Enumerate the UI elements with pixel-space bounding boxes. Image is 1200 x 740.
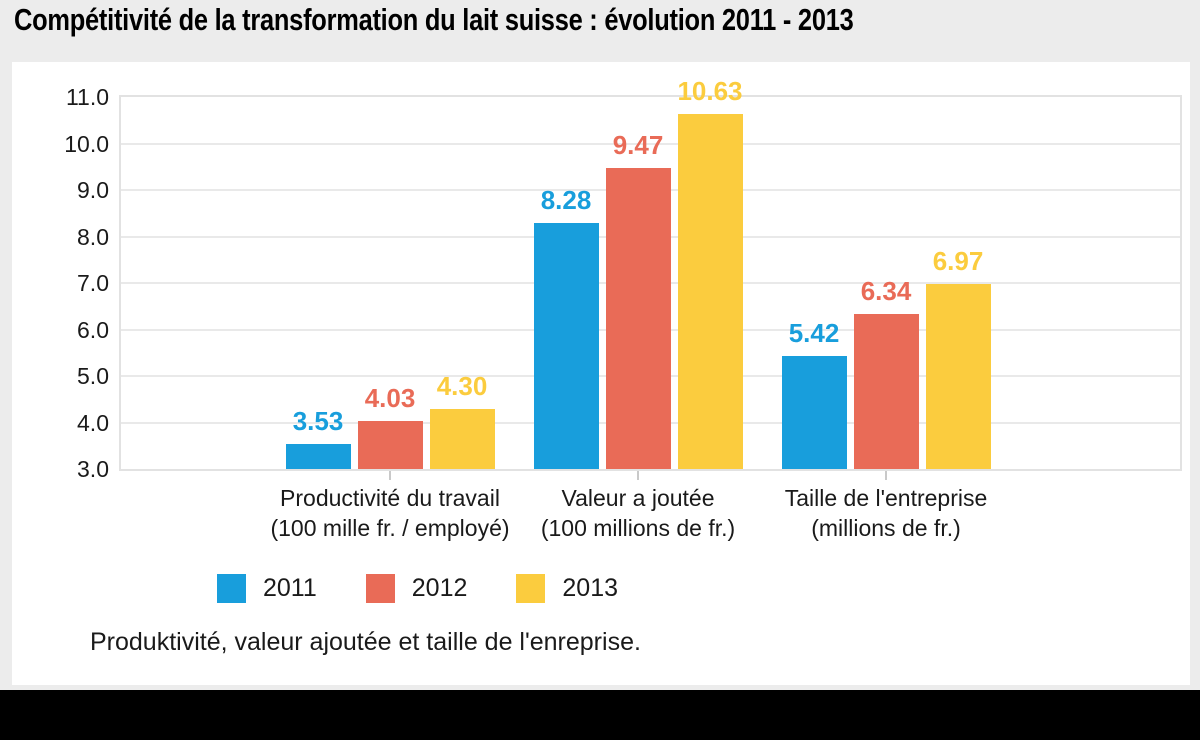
bar-2011-group2	[533, 223, 599, 469]
x-axis-tick	[389, 471, 391, 480]
bar-value-label: 3.53	[292, 406, 344, 437]
chart-panel: 3.53 8.28 5.42 4.03 9.47 6.34 4.30 10.63 6.97 11…	[12, 62, 1190, 685]
bar-value-label: 8.28	[540, 185, 592, 216]
category-label-line2: (100 millions de fr.)	[540, 515, 736, 541]
category-label-line1: Valeur a joutée	[561, 485, 715, 511]
y-axis-tick-label: 6.0	[77, 316, 109, 343]
bar-value-label: 9.47	[612, 130, 664, 161]
legend-label: 2011	[263, 574, 317, 602]
y-axis-tick-label: 10.0	[64, 130, 109, 157]
category-label: Valeur a joutée (100 millions de fr.)	[468, 483, 808, 543]
bar-2012-group2	[605, 168, 671, 469]
x-axis-tick	[885, 471, 887, 480]
page-background: Compétitivité de la transformation du la…	[0, 0, 1200, 690]
gridline	[121, 142, 1180, 145]
bar-2013-group3	[925, 284, 991, 469]
bar-2012-group1	[357, 421, 423, 469]
bar-value-label: 4.30	[436, 370, 488, 401]
legend-label: 2013	[562, 574, 619, 602]
bar-2011-group1	[285, 444, 351, 469]
bar-value-label: 10.63	[677, 76, 743, 107]
footer-bar	[0, 690, 1200, 740]
bar-value-label: 6.34	[860, 275, 912, 306]
category-label-line2: (millions de fr.)	[811, 515, 961, 541]
plot-area: 3.53 8.28 5.42 4.03 9.47 6.34 4.30 10.63 6.97	[119, 76, 1182, 471]
category-label: Productivité du travail (100 mille fr. / …	[220, 483, 560, 543]
category-label-line1: Productivité du travail	[280, 485, 500, 511]
bar-value-label: 5.42	[788, 318, 840, 349]
legend-item-2013: 2013	[516, 574, 618, 603]
category-label: Taille de l'entreprise (millions de fr.)	[716, 483, 1056, 543]
bar-2013-group2	[677, 114, 743, 469]
category-label-line2: (100 mille fr. / employé)	[270, 515, 510, 541]
y-axis-tick-label: 4.0	[77, 409, 109, 436]
legend-label: 2012	[411, 574, 468, 602]
y-axis-tick-label: 3.0	[77, 456, 109, 482]
chart-caption: Produktivité, valeur ajoutée et taille d…	[90, 628, 641, 656]
legend-swatch-2011	[217, 574, 246, 603]
legend-swatch-2013	[516, 574, 546, 603]
category-label-line1: Taille de l'entreprise	[784, 485, 988, 511]
legend-swatch-2012	[365, 574, 395, 603]
page-title: Compétitivité de la transformation du la…	[14, 2, 854, 37]
bar-value-label: 6.97	[932, 246, 984, 277]
y-axis-tick-label: 8.0	[77, 223, 109, 250]
legend-item-2012: 2012	[365, 574, 468, 603]
bar-2013-group1	[429, 408, 495, 469]
y-axis-tick-label: 9.0	[77, 177, 109, 203]
legend-item-2011: 2011	[217, 574, 317, 603]
legend: 2011 2012 2013	[217, 574, 667, 603]
y-axis-tick-label: 7.0	[77, 270, 109, 296]
bar-2012-group3	[853, 313, 919, 469]
y-axis-tick-label: 11.0	[65, 84, 109, 110]
y-axis-tick-label: 5.0	[77, 363, 109, 389]
x-axis-tick	[637, 471, 639, 480]
bar-value-label: 4.03	[364, 383, 416, 414]
bar-2011-group3	[781, 356, 847, 469]
